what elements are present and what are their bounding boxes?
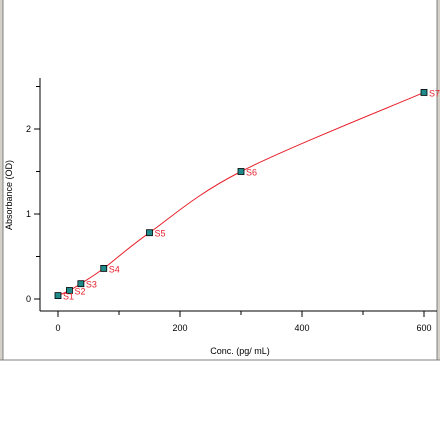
data-point-s1: [54, 292, 62, 300]
y-tick-label: 1: [26, 209, 31, 219]
data-point-label-s7: S7: [429, 88, 440, 98]
y-tick-label: 0: [26, 294, 31, 304]
data-points: [54, 89, 428, 300]
data-point-s7: [420, 89, 428, 96]
x-tick-label: 400: [294, 323, 309, 333]
data-point-label-s5: S5: [155, 229, 166, 239]
data-point-s3: [77, 280, 85, 288]
x-tick-label: 600: [416, 323, 431, 333]
data-point-label-s1: S1: [63, 292, 74, 302]
data-point-s5: [146, 229, 153, 237]
data-point-label-s4: S4: [109, 264, 120, 274]
x-tick-label: 0: [55, 323, 60, 333]
y-tick-label: 2: [26, 124, 31, 134]
x-axis-title: Conc. (pg/ mL): [210, 346, 270, 356]
x-tick-label: 200: [172, 323, 187, 333]
frame-right: [437, 0, 440, 360]
axis-ticks: [34, 86, 425, 317]
data-point-label-s3: S3: [86, 280, 97, 290]
data-point-s6: [237, 168, 245, 175]
y-axis-title: Absorbance (OD): [4, 160, 14, 230]
axis-tick-labels: 0 200 400 600 0 1 2: [26, 124, 432, 333]
frame-left: [0, 0, 3, 360]
data-point-label-s2: S2: [74, 287, 85, 297]
data-point-label-s6: S6: [246, 168, 257, 178]
data-point-s2: [66, 287, 73, 294]
data-point-s4: [100, 264, 108, 272]
